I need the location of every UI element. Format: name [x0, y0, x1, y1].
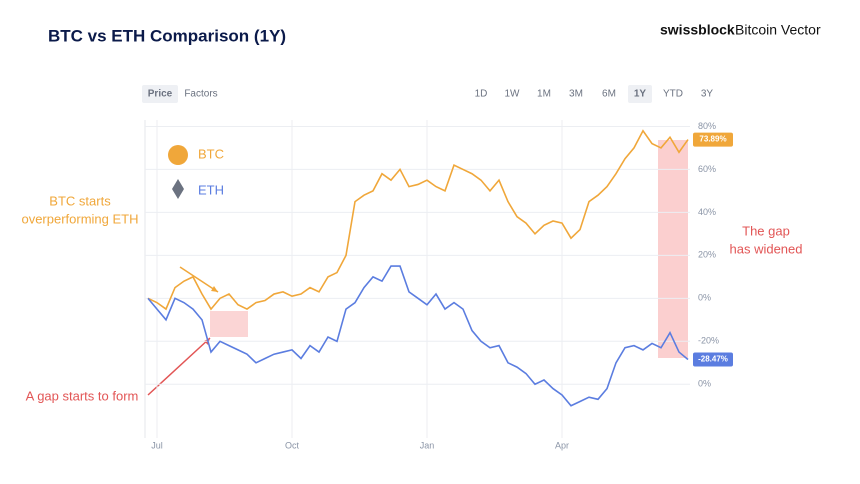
- tab[interactable]: Price: [148, 89, 173, 100]
- btc-icon: [168, 145, 188, 165]
- range-highlight: [628, 85, 652, 103]
- range-button[interactable]: 3M: [569, 89, 583, 100]
- tab[interactable]: Factors: [184, 89, 217, 100]
- gap-wide-area: [658, 140, 688, 358]
- arrow: [147, 337, 211, 396]
- range-button[interactable]: 6M: [602, 89, 616, 100]
- annotation: The gap: [742, 223, 790, 238]
- legend-label: BTC: [198, 146, 224, 161]
- range-button[interactable]: 1Y: [634, 89, 647, 100]
- annotation: has widened: [730, 241, 803, 256]
- range-button[interactable]: 1W: [505, 89, 521, 100]
- value-label: 73.89%: [699, 135, 726, 144]
- range-button[interactable]: 3Y: [701, 89, 714, 100]
- annotation: BTC starts: [49, 193, 111, 208]
- legend-label: ETH: [198, 182, 224, 197]
- y-tick-label: 60%: [698, 164, 716, 174]
- value-label: -28.47%: [698, 355, 728, 364]
- value-badge: [693, 352, 733, 367]
- gap-start-area: [210, 311, 248, 337]
- y-tick-label: 0%: [698, 379, 711, 389]
- y-tick-label: 80%: [698, 121, 716, 131]
- range-button[interactable]: 1D: [475, 89, 488, 100]
- x-tick-label: Oct: [285, 440, 300, 450]
- y-tick-label: 40%: [698, 207, 716, 217]
- range-button[interactable]: YTD: [663, 89, 683, 100]
- range-button[interactable]: 1M: [537, 89, 551, 100]
- value-badge: [693, 132, 733, 147]
- annotation: A gap starts to form: [26, 388, 139, 403]
- x-tick-label: Jan: [420, 440, 435, 450]
- tab-highlight: [142, 85, 178, 103]
- eth-icon: [172, 179, 184, 199]
- x-tick-label: Jul: [151, 440, 163, 450]
- annotation: overperforming ETH: [21, 211, 138, 226]
- x-tick-label: Apr: [555, 440, 569, 450]
- y-tick-label: -20%: [698, 336, 719, 346]
- arrow: [179, 266, 219, 293]
- product: Bitcoin Vector: [735, 22, 821, 38]
- y-tick-label: 20%: [698, 250, 716, 260]
- series-line: [147, 129, 689, 311]
- y-tick-label: 0%: [698, 293, 711, 303]
- page-title: BTC vs ETH Comparison (1Y): [48, 26, 286, 45]
- arrowhead: [211, 286, 218, 292]
- series-line: [147, 265, 689, 407]
- brand: swissblock: [660, 22, 735, 38]
